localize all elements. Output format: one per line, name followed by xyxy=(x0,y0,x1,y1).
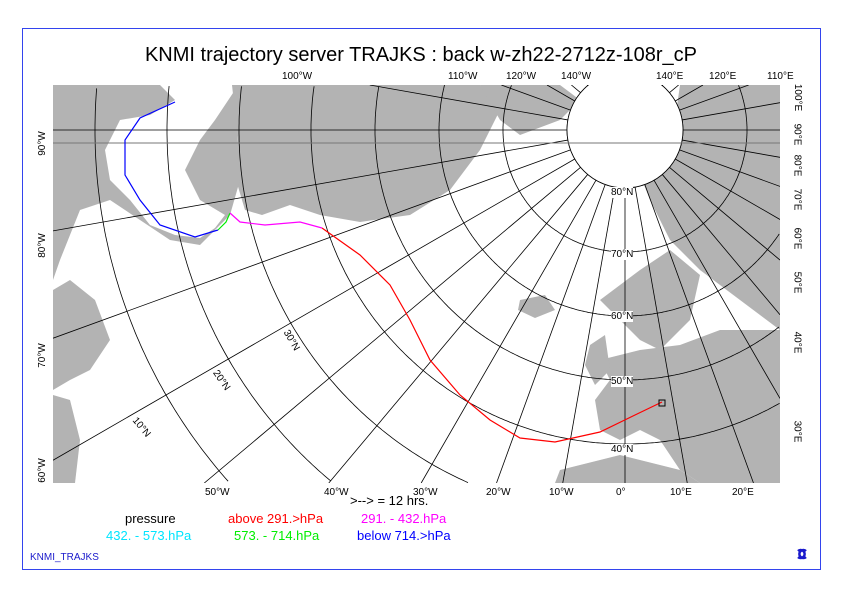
footer-label: KNMI_TRAJKS xyxy=(30,552,99,563)
legend-item: above 291.>hPa xyxy=(228,511,324,526)
lon-label-right: 60°E xyxy=(791,227,803,250)
land-iceland xyxy=(518,295,555,318)
latitude-circle xyxy=(625,402,780,445)
meridian-line xyxy=(369,85,568,121)
latitude-circle xyxy=(625,326,780,381)
lon-label-top: 120°W xyxy=(506,71,537,82)
plot-frame xyxy=(22,28,821,570)
trajectory-segment-below-714 xyxy=(124,101,219,238)
legend-item: 573. - 714.hPa xyxy=(234,528,320,543)
meridian-line xyxy=(420,180,597,483)
lat-label: 80°N xyxy=(611,187,634,198)
latitude-circle xyxy=(238,86,469,483)
lon-label-right: 100°E xyxy=(792,83,804,112)
lon-label-bottom: 10°W xyxy=(549,487,574,498)
meridian-line xyxy=(496,184,606,483)
meridian-line xyxy=(328,174,589,483)
lon-label-top: 120°E xyxy=(709,71,737,82)
latitude-circle xyxy=(625,85,748,253)
lat-label: 40°N xyxy=(611,444,634,455)
lat-lon-grid xyxy=(53,85,780,483)
lon-label-left: 70°W xyxy=(36,343,48,368)
lon-label-top: 100°W xyxy=(282,71,313,82)
trajectory xyxy=(124,101,663,443)
land-africa xyxy=(555,455,700,483)
land-canada-arctic xyxy=(53,85,240,280)
meridian-line xyxy=(546,85,575,102)
meridian-line xyxy=(675,85,704,102)
land-scandinavia xyxy=(600,250,700,350)
lon-label-right: 30°E xyxy=(791,420,803,443)
lon-label-right: 40°E xyxy=(791,331,803,354)
trajectory-segment-291-432 xyxy=(229,212,323,229)
meridian-line xyxy=(679,149,780,187)
lon-label-left: 60°W xyxy=(36,458,48,483)
latitude-circle xyxy=(94,88,229,482)
lon-label-top: 140°E xyxy=(656,71,684,82)
meridian-line xyxy=(204,166,581,483)
land-uk xyxy=(585,335,610,385)
lat-label: 70°N xyxy=(611,249,634,260)
meridian-line xyxy=(53,139,568,232)
lon-label-bottom: 0° xyxy=(616,487,626,498)
latitude-circle xyxy=(310,86,625,445)
lon-label-bottom: 20°E xyxy=(732,487,754,498)
land-canada-south xyxy=(53,280,110,390)
latitude-circle xyxy=(502,85,625,253)
arrow-interval-note: >--> = 12 hrs. xyxy=(350,493,429,508)
trajectory-segment-573-714 xyxy=(217,212,231,231)
meridian-line xyxy=(669,85,679,94)
lon-label-right: 70°E xyxy=(791,188,803,211)
land-north-america-west xyxy=(53,395,80,483)
trajectory-segment-above-291 xyxy=(321,227,663,443)
meridian-line xyxy=(682,102,780,121)
lat-label: 60°N xyxy=(611,311,634,322)
lon-label-left: 90°W xyxy=(36,131,48,156)
lon-label-top: 110°E xyxy=(767,71,794,82)
meridian-line xyxy=(562,187,616,483)
meridian-line xyxy=(669,166,780,261)
lat-label: 50°N xyxy=(611,376,634,387)
meridian-line xyxy=(634,187,688,483)
latitude-circle xyxy=(166,86,331,482)
lon-label-right: 90°E xyxy=(791,123,803,146)
trajectory-end-marker xyxy=(658,399,666,407)
meridian-line xyxy=(675,158,780,220)
lon-label-bottom: 20°W xyxy=(486,487,511,498)
lon-label-top: 140°W xyxy=(561,71,592,82)
legend-item: 291. - 432.hPa xyxy=(361,511,447,526)
meridian-line xyxy=(501,85,571,111)
latitude-circle xyxy=(625,233,780,317)
meridian-line xyxy=(644,184,754,483)
meridian-line xyxy=(53,149,571,339)
lon-label-bottom: 50°W xyxy=(205,487,230,498)
legend-title: pressure xyxy=(125,511,176,526)
meridian-line xyxy=(679,85,749,111)
page-title: KNMI trajectory server TRAJKS : back w-z… xyxy=(144,44,698,66)
land-greenland xyxy=(232,85,500,222)
pole-hole xyxy=(566,85,684,189)
legend-item: below 714.>hPa xyxy=(357,528,451,543)
lon-label-top: 110°W xyxy=(448,71,478,82)
lon-label-right: 80°E xyxy=(791,154,803,177)
land-arctic-islands xyxy=(480,85,580,135)
lon-label-bottom: 40°W xyxy=(324,487,349,498)
land-europe xyxy=(595,330,780,483)
lon-label-left: 80°W xyxy=(36,233,48,258)
meridian-line xyxy=(661,174,780,315)
lon-label-bottom: 30°W xyxy=(413,487,438,498)
lon-label-bottom: 10°E xyxy=(670,487,692,498)
legend-item: 432. - 573.hPa xyxy=(106,528,192,543)
lon-label-right: 50°E xyxy=(791,271,803,294)
meridian-line xyxy=(571,85,581,94)
meridian-line xyxy=(53,158,575,461)
meridian-line xyxy=(653,180,780,399)
latitude-circle xyxy=(438,85,625,317)
